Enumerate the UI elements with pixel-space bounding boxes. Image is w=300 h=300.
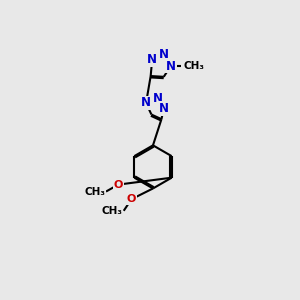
Text: N: N [159,102,169,115]
Text: N: N [141,97,151,110]
Text: N: N [147,52,157,66]
Text: N: N [166,59,176,73]
Text: CH₃: CH₃ [183,61,204,71]
Text: O: O [114,180,123,190]
Text: CH₃: CH₃ [84,187,105,196]
Text: N: N [159,48,169,61]
Text: O: O [127,194,136,204]
Text: N: N [153,92,163,105]
Text: CH₃: CH₃ [102,206,123,216]
